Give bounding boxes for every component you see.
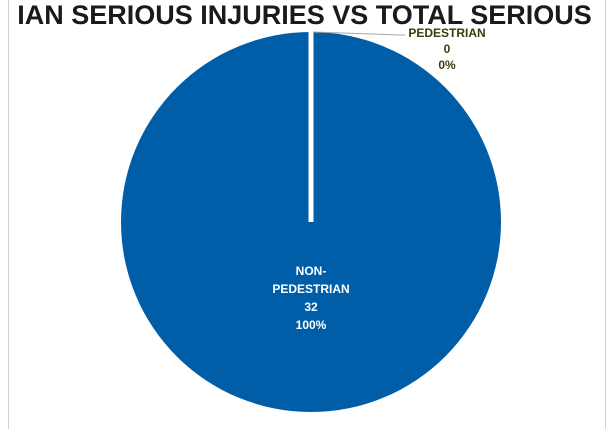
pie-labels: PEDESTRIAN 0 0% NON- PEDESTRIAN 32 100% xyxy=(272,26,485,332)
chart-title: IAN SERIOUS INJURIES VS TOTAL SERIOUS xyxy=(17,0,592,30)
data-label-non-pedestrian: 100% xyxy=(296,318,327,332)
leader-line-pedestrian xyxy=(312,31,405,36)
data-label-non-pedestrian: PEDESTRIAN xyxy=(272,282,349,296)
data-label-non-pedestrian: NON- xyxy=(296,264,327,278)
data-label-pedestrian: 0% xyxy=(438,58,456,72)
data-label-non-pedestrian: 32 xyxy=(304,300,318,314)
pie-slices xyxy=(121,32,501,412)
data-label-pedestrian: PEDESTRIAN xyxy=(408,26,485,40)
data-label-pedestrian: 0 xyxy=(444,42,451,56)
chart-frame xyxy=(8,0,606,429)
